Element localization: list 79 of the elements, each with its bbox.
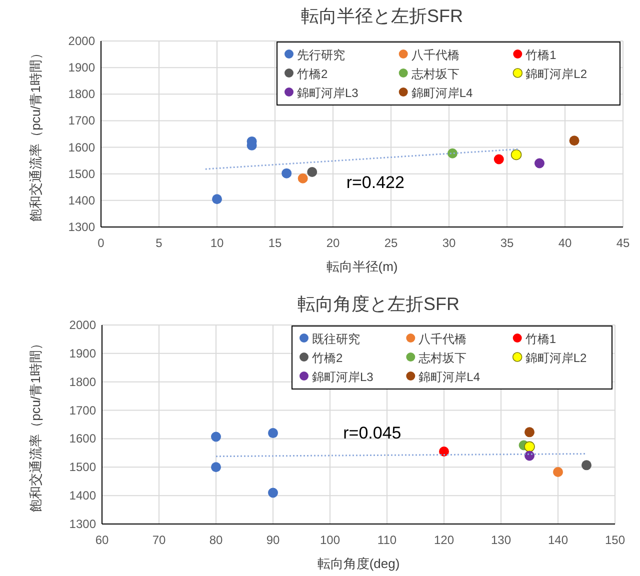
- point: [298, 173, 308, 184]
- x-tick-label: 15: [268, 236, 282, 250]
- y-tick-label: 2000: [69, 318, 96, 332]
- legend-label: 竹橋1: [525, 332, 556, 346]
- y-tick-label: 1700: [69, 403, 96, 418]
- x-tick-label: 90: [266, 533, 280, 547]
- legend-label: 錦町河岸L2: [526, 67, 588, 81]
- x-tick-label: 5: [156, 236, 163, 250]
- point: [212, 194, 222, 204]
- point: [582, 460, 592, 470]
- annotation: r=0.045: [343, 423, 402, 442]
- point: [553, 466, 563, 477]
- y-tick-label: 1500: [69, 460, 96, 474]
- point: [307, 166, 318, 177]
- x-tick-label: 0: [98, 236, 105, 250]
- point: [494, 154, 504, 164]
- chart-title: 転向半径と左折SFR: [301, 6, 463, 26]
- point: [524, 450, 534, 461]
- legend-label: 志村坂下: [411, 67, 460, 81]
- point: [524, 427, 534, 438]
- legend-label: 竹橋1: [526, 48, 557, 62]
- point: [510, 149, 522, 160]
- legend-label: 志村坂下: [418, 351, 467, 365]
- x-tick-label: 130: [490, 533, 512, 547]
- point: [211, 462, 221, 472]
- point: [211, 432, 221, 442]
- y-tick-label: 1400: [68, 193, 96, 208]
- x-axis-title: 転向半径(m): [326, 259, 398, 274]
- y-tick-label: 1800: [69, 374, 96, 389]
- legend-label: 八千代橋: [418, 332, 467, 346]
- x-tick-label: 120: [434, 533, 454, 547]
- x-tick-label: 20: [326, 236, 340, 250]
- point: [534, 158, 544, 168]
- x-tick-label: 80: [209, 533, 223, 547]
- point: [569, 136, 580, 146]
- legend-label: 先行研究: [297, 48, 345, 62]
- x-tick-label: 100: [320, 533, 340, 547]
- point: [524, 441, 535, 452]
- legend-label: 竹橋2: [297, 67, 328, 81]
- x-tick-label: 45: [616, 236, 630, 250]
- point: [268, 428, 278, 438]
- x-tick-label: 35: [500, 236, 514, 250]
- point: [282, 168, 292, 178]
- x-axis-title: 転向角度(deg): [317, 556, 400, 571]
- y-tick-label: 1600: [69, 432, 96, 446]
- x-tick-label: 30: [442, 236, 456, 250]
- point: [447, 148, 458, 158]
- y-axis-title: 飽和交通流率（pcu/青1時間）: [28, 46, 43, 222]
- y-tick-label: 1500: [68, 166, 96, 181]
- legend-label: 八千代橋: [411, 48, 460, 62]
- annotation: r=0.422: [346, 172, 404, 192]
- legend-label: 錦町河岸L2: [525, 351, 588, 365]
- legend-label: 竹橋2: [312, 351, 343, 365]
- x-tick-label: 25: [384, 236, 398, 250]
- chart-title: 転向角度と左折SFR: [298, 294, 460, 314]
- y-tick-label: 1900: [69, 346, 96, 360]
- y-axis-title: 飽和交通流率（pcu/青1時間）: [28, 337, 43, 512]
- y-tick-label: 1600: [68, 140, 96, 154]
- x-tick-label: 110: [377, 533, 397, 547]
- legend-label: 錦町河岸L4: [418, 370, 480, 384]
- y-tick-label: 1900: [68, 60, 96, 75]
- y-tick-label: 2000: [68, 34, 96, 48]
- legend-label: 錦町河岸L3: [297, 86, 359, 100]
- x-tick-label: 150: [604, 533, 626, 547]
- point: [268, 488, 278, 498]
- legend-label: 錦町河岸L3: [312, 370, 374, 384]
- legend-label: 錦町河岸L4: [411, 86, 474, 100]
- x-tick-label: 140: [548, 533, 568, 547]
- x-tick-label: 70: [152, 533, 166, 547]
- y-tick-label: 1400: [69, 488, 96, 503]
- y-tick-label: 1300: [68, 220, 96, 234]
- y-tick-label: 1300: [69, 517, 96, 531]
- x-tick-label: 60: [95, 533, 109, 547]
- y-tick-label: 1800: [68, 87, 96, 102]
- point: [439, 446, 449, 457]
- y-tick-label: 1700: [68, 114, 96, 128]
- legend-label: 既往研究: [312, 332, 360, 346]
- x-tick-label: 40: [558, 236, 572, 250]
- x-tick-label: 10: [210, 236, 224, 250]
